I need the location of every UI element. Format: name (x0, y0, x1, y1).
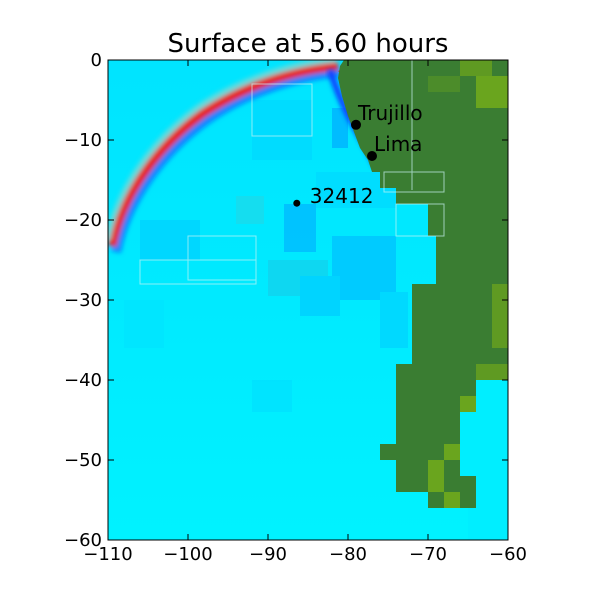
y-tick-label: −60 (64, 530, 102, 551)
y-tick-label: 0 (91, 50, 102, 71)
y-axis: 0 −10 −20 −30 −40 −50 −60 (64, 50, 508, 551)
y-tick-label: −20 (64, 210, 102, 231)
ocean-patches (124, 100, 408, 412)
x-axis: −110 −100 −90 −80 −70 −60 (83, 60, 527, 565)
y-tick-label: −50 (64, 450, 102, 471)
chart-title: Surface at 5.60 hours (168, 29, 449, 59)
location-marker (293, 199, 301, 207)
atlantic-ocean (460, 380, 508, 540)
location-marker (351, 119, 361, 130)
y-tick-label: −10 (64, 130, 102, 151)
refinement-patches (139, 60, 445, 285)
wave-front (108, 60, 341, 253)
map-plot-area (108, 60, 508, 540)
location-label: Trujillo (357, 101, 423, 125)
x-tick-label: −110 (83, 544, 132, 565)
y-tick-label: −30 (64, 290, 102, 311)
x-tick-label: −100 (163, 544, 212, 565)
locations-layer: Trujillo Lima 32412 (293, 101, 423, 208)
y-tick-label: −40 (64, 370, 102, 391)
location-marker (367, 151, 377, 161)
x-tick-label: −60 (489, 544, 527, 565)
location-label: Lima (374, 132, 422, 156)
x-tick-label: −80 (329, 544, 367, 565)
x-tick-label: −70 (409, 544, 447, 565)
x-tick-label: −90 (249, 544, 287, 565)
location-label: 32412 (310, 184, 374, 208)
